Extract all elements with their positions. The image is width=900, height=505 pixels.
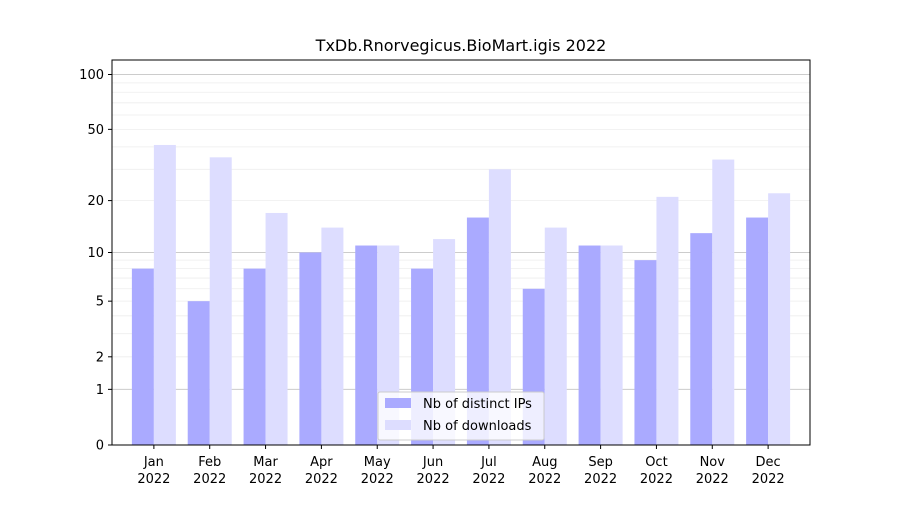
bar-downloads bbox=[321, 227, 344, 445]
x-tick-label-month: May bbox=[364, 455, 391, 470]
y-tick-label: 5 bbox=[96, 295, 104, 310]
x-tick-label-month: Jul bbox=[480, 455, 497, 470]
x-tick-label-year: 2022 bbox=[696, 472, 729, 487]
y-tick-label: 1 bbox=[96, 383, 104, 398]
bar-distinct-ips bbox=[355, 245, 378, 445]
bar-downloads bbox=[544, 227, 567, 445]
bar-distinct-ips bbox=[131, 268, 154, 445]
x-tick-label-month: Aug bbox=[532, 455, 557, 470]
x-tick-label-year: 2022 bbox=[361, 472, 394, 487]
y-tick-label: 50 bbox=[87, 123, 104, 138]
x-tick-label-month: Jan bbox=[143, 455, 164, 470]
bar-distinct-ips bbox=[299, 252, 322, 445]
x-tick-label-year: 2022 bbox=[640, 472, 673, 487]
bar-downloads bbox=[600, 245, 623, 445]
bar-downloads bbox=[768, 193, 791, 445]
x-tick-label-year: 2022 bbox=[193, 472, 226, 487]
x-tick-label-year: 2022 bbox=[249, 472, 282, 487]
x-tick-label-month: Jun bbox=[422, 455, 443, 470]
legend: Nb of distinct IPs Nb of downloads bbox=[377, 391, 545, 441]
x-tick-label-month: Dec bbox=[756, 455, 781, 470]
x-tick-label-month: Mar bbox=[253, 455, 278, 470]
bar-distinct-ips bbox=[243, 268, 266, 445]
x-tick-label-month: Sep bbox=[588, 455, 613, 470]
bar-downloads bbox=[488, 169, 511, 445]
x-tick-label-month: Feb bbox=[198, 455, 221, 470]
x-tick-label-year: 2022 bbox=[752, 472, 785, 487]
x-tick-label-year: 2022 bbox=[584, 472, 617, 487]
x-tick-label-month: Nov bbox=[700, 455, 726, 470]
x-tick-label-year: 2022 bbox=[305, 472, 338, 487]
bar-distinct-ips bbox=[634, 260, 657, 445]
legend-swatch-distinct-ips bbox=[385, 398, 411, 408]
x-tick-label-month: Apr bbox=[310, 455, 333, 470]
x-tick-label-year: 2022 bbox=[472, 472, 505, 487]
x-tick-label-year: 2022 bbox=[417, 472, 450, 487]
x-tick-label-year: 2022 bbox=[528, 472, 561, 487]
bar-distinct-ips bbox=[746, 217, 769, 445]
bar-distinct-ips bbox=[187, 301, 210, 445]
bar-downloads bbox=[153, 144, 176, 445]
x-tick-label-month: Oct bbox=[645, 455, 667, 470]
chart-title: TxDb.Rnorvegicus.BioMart.igis 2022 bbox=[315, 36, 607, 55]
y-tick-label: 0 bbox=[96, 439, 104, 454]
y-tick-label: 10 bbox=[87, 246, 104, 261]
x-axis: Jan 2022 Feb 2022 Mar 2022 Apr 2022 May 2022 Jun 20… bbox=[137, 445, 785, 487]
y-tick-label: 20 bbox=[87, 194, 104, 209]
bar-distinct-ips bbox=[466, 217, 489, 445]
y-axis: 0 1 2 5 10 20 50 100 bbox=[79, 68, 112, 454]
legend-box bbox=[377, 391, 545, 441]
bar-distinct-ips bbox=[690, 233, 713, 445]
bar-downloads bbox=[656, 196, 679, 445]
legend-label-downloads: Nb of downloads bbox=[423, 419, 532, 434]
bar-downloads bbox=[209, 157, 232, 445]
bar-distinct-ips bbox=[578, 245, 601, 445]
bar-downloads bbox=[265, 212, 288, 445]
x-tick-label-year: 2022 bbox=[137, 472, 170, 487]
legend-swatch-downloads bbox=[385, 420, 411, 430]
y-tick-label: 100 bbox=[79, 68, 104, 83]
legend-label-distinct-ips: Nb of distinct IPs bbox=[423, 397, 532, 412]
bar-downloads bbox=[712, 159, 735, 445]
y-tick-label: 2 bbox=[96, 350, 104, 365]
